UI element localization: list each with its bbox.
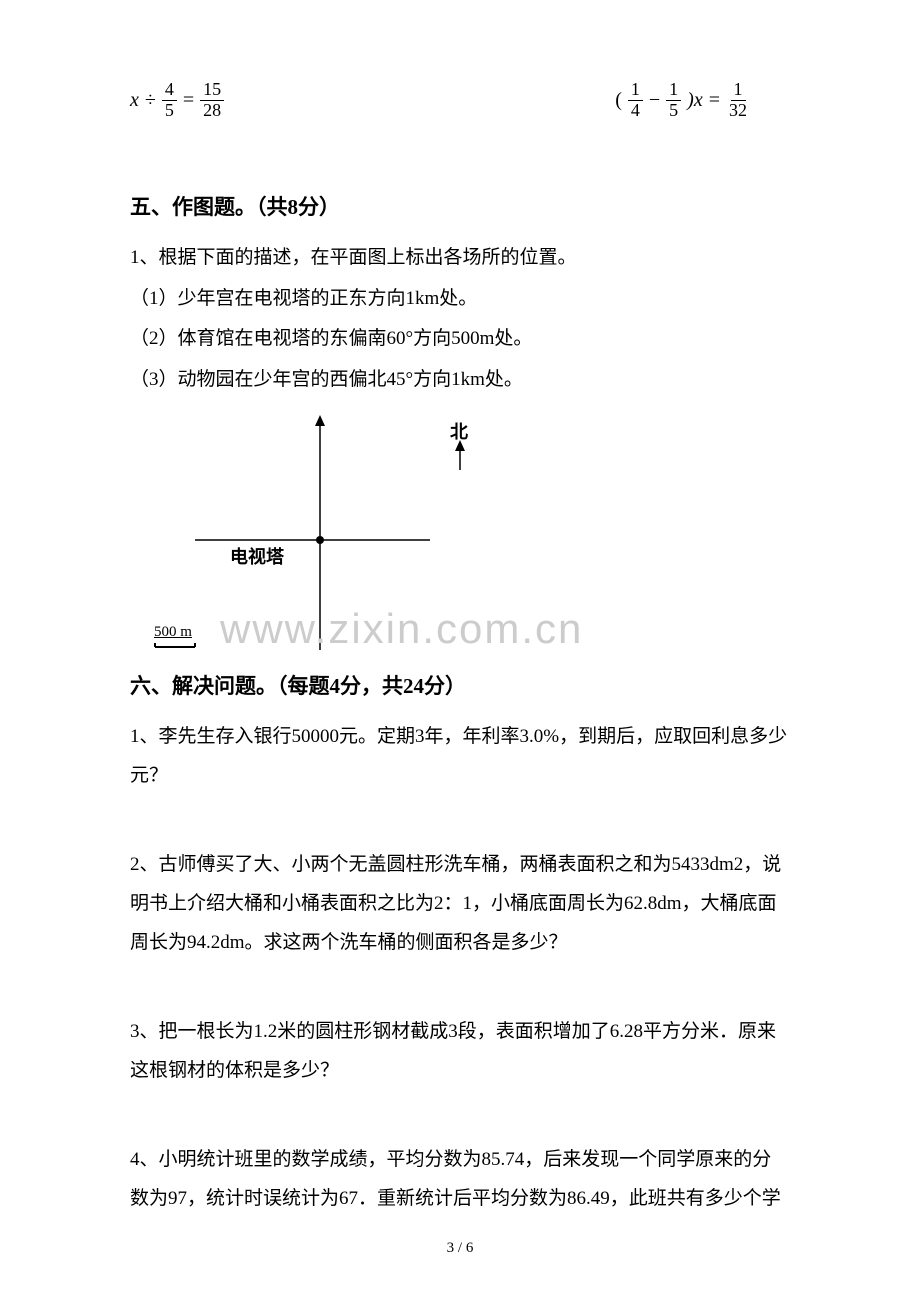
north-label: 北 [450,418,468,444]
watermark-text: www.zixin.com.cn [220,605,583,653]
section5-intro: 1、根据下面的描述，在平面图上标出各场所的位置。 [130,239,790,278]
eq1-equals: = [183,89,194,112]
section6-q2: 2、古师傅买了大、小两个无盖圆柱形洗车桶，两桶表面积之和为5433dm2，说明书… [130,846,790,963]
eq1-op: ÷ [145,89,156,112]
page-number: 3 / 6 [447,1240,474,1257]
eq2-open: ( [615,89,622,112]
section6-q4: 4、小明统计班里的数学成绩，平均分数为85.74，后来发现一个同学原来的分数为9… [130,1141,790,1219]
eq2-frac2: 1 5 [666,80,681,121]
section5-item2: （2）体育馆在电视塔的东偏南60°方向500m处。 [130,320,790,359]
eq2-equals: = [709,89,720,112]
eq2-minus: − [649,89,660,112]
equation-1: x ÷ 4 5 = 15 28 [130,80,224,121]
section5-item3: （3）动物园在少年宫的西偏北45°方向1km处。 [130,361,790,400]
section6-title: 六、解决问题。（每题4分，共24分） [130,670,790,700]
eq2-close-var: )x [687,89,703,112]
section5-title: 五、作图题。（共8分） [130,191,790,221]
section5-item1: （1）少年宫在电视塔的正东方向1km处。 [130,280,790,319]
eq1-frac1: 4 5 [162,80,177,121]
section6-q3: 3、把一根长为1.2米的圆柱形钢材截成3段，表面积增加了6.28平方分米．原来这… [130,1013,790,1091]
diagram-container: 北 电视塔 500 m www.zixin.com.cn [140,410,480,660]
tower-label: 电视塔 [230,543,284,569]
eq2-frac3: 1 32 [726,80,750,121]
eq1-var: x [130,89,139,112]
equation-2: ( 1 4 − 1 5 )x = 1 32 [615,80,750,121]
scale-label: 500 m [154,624,192,641]
equation-row: x ÷ 4 5 = 15 28 ( 1 4 − 1 5 )x = 1 32 [130,80,790,121]
eq2-frac1: 1 4 [628,80,643,121]
eq1-frac2: 15 28 [200,80,224,121]
section6-q1: 1、李先生存入银行50000元。定期3年，年利率3.0%，到期后，应取回利息多少… [130,718,790,796]
